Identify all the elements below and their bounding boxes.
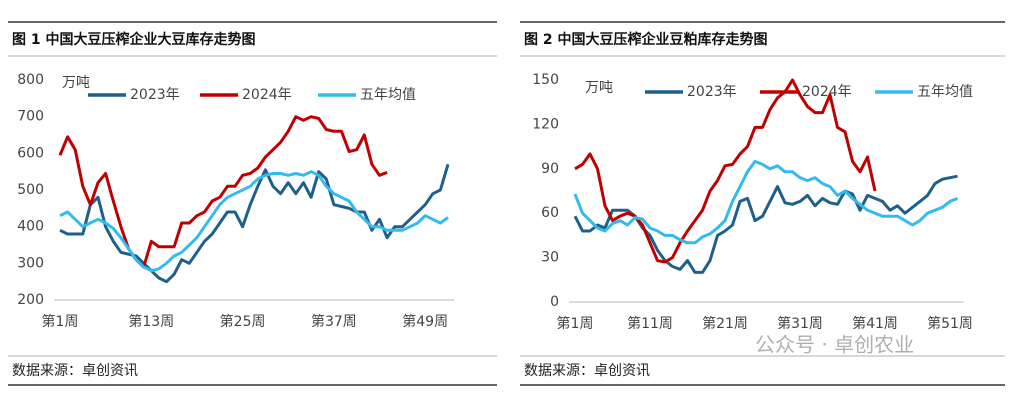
y-tick-label: 700 xyxy=(17,109,44,125)
chart-title: 图 1 中国大豆压榨企业大豆库存走势图 xyxy=(12,31,256,48)
legend-label: 五年均值 xyxy=(917,84,973,100)
y-tick-label: 0 xyxy=(550,294,559,310)
source: 数据来源：卓创资讯 xyxy=(524,363,650,379)
x-tick-label: 第1周 xyxy=(42,313,79,330)
x-tick-label: 第13周 xyxy=(128,313,174,330)
y-unit: 万吨 xyxy=(62,75,90,91)
series-line xyxy=(573,174,958,274)
source: 数据来源：卓创资讯 xyxy=(12,363,138,379)
y-tick-label: 400 xyxy=(17,219,44,235)
y-unit: 万吨 xyxy=(585,80,613,96)
x-tick-label: 第1周 xyxy=(557,315,594,332)
chart-title: 图 2 中国大豆压榨企业豆粕库存走势图 xyxy=(524,31,768,48)
y-tick-label: 300 xyxy=(17,255,44,271)
x-tick-label: 第21周 xyxy=(702,315,748,332)
series-line xyxy=(573,159,959,245)
legend-label: 五年均值 xyxy=(360,87,416,103)
legend-label: 2024年 xyxy=(242,87,292,103)
watermark: 公众号 · 卓创农业 xyxy=(755,333,914,357)
y-tick-label: 90 xyxy=(541,161,559,177)
y-tick-label: 120 xyxy=(532,116,559,132)
legend-label: 2024年 xyxy=(802,84,852,100)
legend-label: 2023年 xyxy=(687,84,737,100)
x-tick-label: 第37周 xyxy=(311,313,357,330)
x-tick-label: 第49周 xyxy=(402,313,448,330)
series-line xyxy=(59,170,449,273)
y-tick-label: 200 xyxy=(17,292,44,308)
y-tick-label: 800 xyxy=(17,72,44,88)
y-tick-label: 600 xyxy=(17,145,44,161)
y-tick-label: 60 xyxy=(541,205,559,221)
x-tick-label: 第51周 xyxy=(927,315,973,332)
series-line xyxy=(58,115,388,269)
y-tick-label: 30 xyxy=(541,250,559,266)
y-tick-label: 150 xyxy=(532,72,559,88)
x-tick-label: 第25周 xyxy=(220,313,266,330)
y-tick-label: 500 xyxy=(17,182,44,198)
series-line xyxy=(574,78,877,264)
x-tick-label: 第31周 xyxy=(777,315,823,332)
legend-label: 2023年 xyxy=(130,87,180,103)
x-tick-label: 第11周 xyxy=(627,315,673,332)
x-tick-label: 第41周 xyxy=(852,315,898,332)
